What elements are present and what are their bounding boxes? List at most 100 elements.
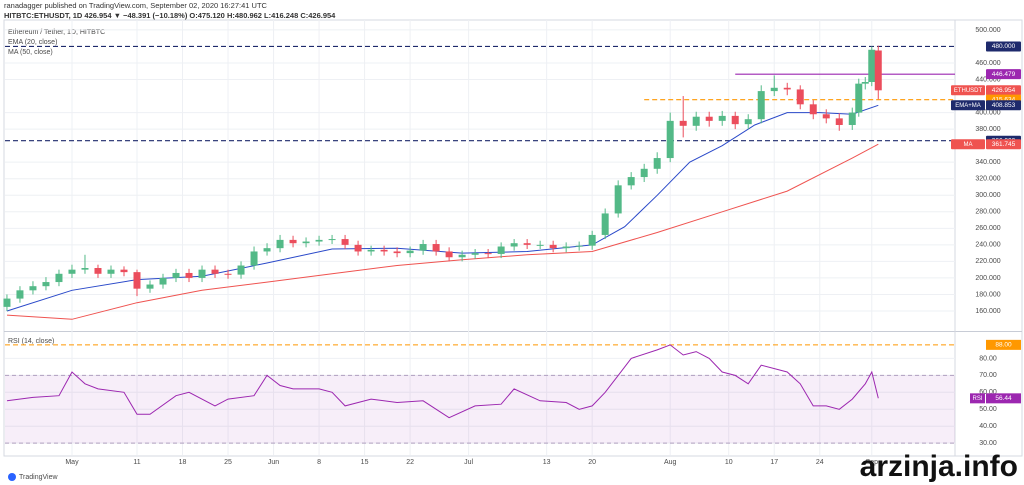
candle-body	[614, 185, 622, 214]
candle-body	[133, 272, 141, 289]
legend-ema: EMA (20, close)	[8, 39, 57, 46]
y-tick-label: 380.000	[975, 126, 1000, 133]
candle-body	[198, 269, 206, 278]
x-tick-label: 17	[770, 459, 778, 466]
publisher: ranadagger published on TradingView.com,…	[4, 1, 268, 10]
rsi-line	[6, 344, 879, 419]
candle-body	[263, 248, 271, 252]
candle-body	[627, 177, 635, 186]
y-tick-label: 300.000	[975, 192, 1000, 199]
candle-body	[679, 120, 687, 126]
candle-body	[237, 265, 245, 275]
frame	[3, 19, 1023, 457]
candle-body	[354, 244, 362, 252]
candle-body	[406, 250, 414, 254]
candle-body	[380, 249, 388, 252]
candle-body	[855, 83, 863, 113]
candle-body	[809, 104, 817, 115]
candle-body	[770, 87, 778, 92]
candle-body	[185, 272, 193, 278]
candle-body	[601, 213, 609, 235]
candle-body	[718, 115, 726, 121]
candle-body	[640, 168, 648, 178]
y-tick-label: 180.000	[975, 291, 1000, 298]
x-tick-label: 20	[588, 459, 596, 466]
y-tick-label: 60.00	[979, 389, 997, 396]
candle-body	[588, 234, 596, 246]
price-tag-name: EMA+MA	[955, 103, 981, 109]
rsi-level-label: 88.00	[995, 342, 1012, 349]
candle-body	[276, 239, 284, 249]
watermark: arzinja.info	[860, 450, 1018, 483]
candle-body	[731, 115, 739, 125]
candle-body	[822, 114, 830, 119]
candle-body	[861, 82, 869, 84]
y-tick-label: 80.00	[979, 355, 997, 362]
candle-body	[510, 243, 518, 247]
y-tick-label: 320.000	[975, 176, 1000, 183]
candle-body	[497, 246, 505, 254]
y-tick-label: 160.000	[975, 308, 1000, 315]
candle-body	[81, 268, 89, 270]
price-tag-label: 415.634	[992, 96, 1016, 103]
y-tick-label: 240.000	[975, 242, 1000, 249]
candle-body	[653, 158, 661, 169]
x-tick-label: 10	[725, 459, 733, 466]
rsi-level-tag	[986, 339, 1021, 350]
chart-title: Ethereum / Tether, 1D, HITBTC	[8, 29, 105, 36]
y-tick-label: 440.000	[975, 76, 1000, 83]
y-tick-label: 70.00	[979, 372, 997, 379]
y-tick-label: 340.000	[975, 159, 1000, 166]
price-tag-label: 446.479	[992, 71, 1016, 78]
x-tick-label: Sep	[866, 459, 879, 466]
legend-ma: MA (50, close)	[8, 49, 53, 56]
candle-body	[315, 239, 323, 242]
rsi-tag-name: RSI	[972, 396, 982, 402]
rsi-tag-name-box	[970, 393, 985, 404]
candle-body	[302, 241, 310, 244]
rsi-tag	[986, 393, 1021, 404]
candle-body	[120, 269, 128, 273]
x-tick-label: 11	[133, 459, 140, 466]
price-tag-label: 426.954	[992, 87, 1016, 94]
candle-body	[55, 273, 63, 283]
y-tick-label: 500.000	[975, 27, 1000, 34]
candle-body	[692, 116, 700, 126]
candle-body	[874, 50, 882, 91]
x-tick-label: 24	[816, 459, 824, 466]
price-tag	[986, 41, 1021, 52]
candle-body	[367, 249, 375, 252]
brand-logo	[8, 473, 16, 481]
candle-body	[29, 286, 37, 291]
candle-body	[341, 239, 349, 245]
candle-body	[94, 268, 102, 274]
ticker-line: HITBTC:ETHUSDT, 1D 426.954 ▼ −48.391 (−1…	[4, 11, 336, 20]
y-tick-label: 200.000	[975, 275, 1000, 282]
candle-body	[16, 290, 24, 299]
candle-body	[107, 269, 115, 274]
candle-body	[471, 253, 479, 255]
y-tick-label: 460.000	[975, 60, 1000, 67]
candle-body	[562, 246, 570, 249]
candle-body	[3, 298, 11, 307]
legend-rsi: RSI (14, close)	[8, 338, 54, 345]
price-tag-label: 361.745	[992, 141, 1016, 148]
candle-body	[250, 251, 258, 266]
y-tick-label: 400.000	[975, 109, 1000, 116]
y-tick-label: 220.000	[975, 258, 1000, 265]
candle-body	[432, 244, 440, 252]
candle-body	[68, 269, 76, 274]
price-tag-name-box	[951, 85, 985, 96]
x-tick-label: 8	[317, 459, 321, 466]
candle-body	[211, 269, 219, 274]
candle-body	[757, 91, 765, 120]
candle-body	[536, 244, 544, 246]
x-tick-label: 13	[543, 459, 551, 466]
x-tick-label: Jun	[268, 459, 279, 466]
price-tag-name-box	[951, 139, 985, 150]
price-tag-name: ETHUSDT	[954, 88, 983, 94]
candle-body	[575, 245, 583, 247]
